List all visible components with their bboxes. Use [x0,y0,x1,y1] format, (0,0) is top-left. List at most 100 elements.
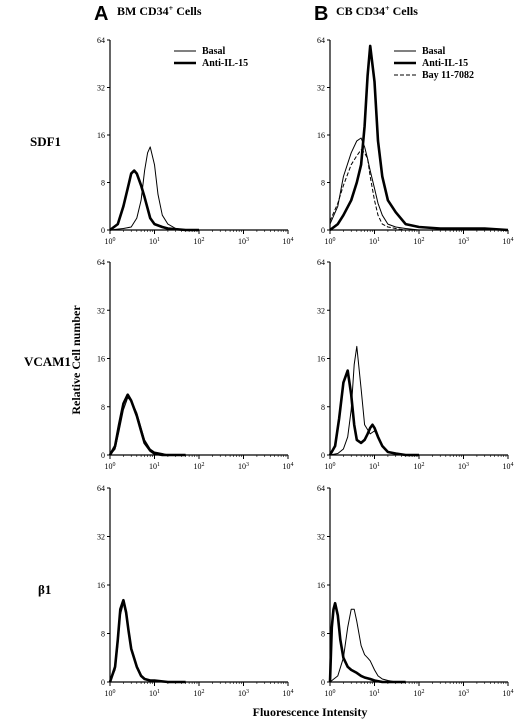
column-title-bm-sup: + [169,4,174,13]
panel-b-vcam1-xtick-label: 101 [369,462,380,471]
panel-a-1-xtick-label: 102 [194,689,205,698]
panel-a-sdf1-xtick-label: 100 [105,237,116,246]
panel-a-1-xtick-exp: 4 [291,689,294,695]
panel-a-vcam1-xtick-label: 104 [283,462,294,471]
panel-a-sdf1-xtick-base: 10 [194,237,202,246]
panel-b-1-series-anti-il-15 [328,601,406,684]
panel-b-vcam1-ytick-label: 64 [317,258,325,267]
panel-a-vcam1-series-anti-il-15 [108,393,186,457]
panel-b-sdf1-xtick-exp: 4 [511,237,514,243]
panel-a-vcam1-ytick-label: 16 [97,355,105,364]
panel-a-vcam1-xtick-exp: 1 [157,462,160,468]
panel-b-1-xtick-label: 101 [369,689,380,698]
panel-a-sdf1-ytick-label: 8 [101,179,105,188]
panel-b-sdf1-xtick-label: 102 [414,237,425,246]
panel-b-vcam1-xtick-exp: 3 [466,462,469,468]
panel-a-vcam1-ytick-label: 32 [97,306,105,315]
panel-b-sdf1-xtick-exp: 0 [333,237,336,243]
panel-a-1-ytick-label: 16 [97,581,105,590]
panel-b-1-ytick-label: 32 [317,533,325,542]
panel-a-vcam1-xtick-exp: 3 [246,462,249,468]
panel-a-sdf1-series-basal [109,146,199,231]
panel-a-sdf1-xtick-exp: 3 [246,237,249,243]
panel-b-sdf1-xtick-base: 10 [503,237,511,246]
panel-a-1-series-basal [109,602,186,683]
panel-b-sdf1-legend-label-anti-il-15: Anti-IL-15 [422,58,468,69]
panel-b-sdf1-ytick-label: 32 [317,84,325,93]
panel-b-vcam1-xtick-exp: 2 [422,462,425,468]
column-title-bm-text: BM CD34 [117,4,169,18]
panel-b-1-xtick-exp: 1 [377,689,380,695]
panel-b-sdf1-xtick-base: 10 [369,237,377,246]
panel-b-sdf1-xtick-base: 10 [325,237,333,246]
panel-b-1-xtick-exp: 3 [466,689,469,695]
panel-b-1-xtick-exp: 4 [511,689,514,695]
panel-b-sdf1-xtick-base: 10 [414,237,422,246]
panel-b-1-xtick-label: 103 [458,689,469,698]
panel-b-1-xtick-exp: 0 [333,689,336,695]
panel-a-1-xtick-base: 10 [149,689,157,698]
panel-b-1-ytick-label: 64 [317,484,325,493]
panel-b-vcam1-xtick-base: 10 [325,462,333,471]
panel-b-1-xtick-label: 102 [414,689,425,698]
panel-b-sdf1-legend-label-bay-11-7082: Bay 11-7082 [422,70,474,81]
panel-a-vcam1-xtick-base: 10 [149,462,157,471]
y-axis-title: Relative Cell number [69,305,83,415]
panel-a-1-xtick-exp: 1 [157,689,160,695]
panel-a-vcam1-xtick-exp: 0 [113,462,116,468]
panel-a-vcam1-xtick-base: 10 [194,462,202,471]
panel-b-1-xtick-base: 10 [369,689,377,698]
panel-b-sdf1-xtick-label: 100 [325,237,336,246]
panel-b-vcam1-ytick-label: 8 [321,403,325,412]
row-label-beta1: β1 [38,582,51,597]
panel-a-1-xtick-label: 101 [149,689,160,698]
panel-b-1-xtick-label: 100 [325,689,336,698]
panel-b-1-ytick-label: 16 [317,581,325,590]
panel-b-vcam1-xtick-base: 10 [414,462,422,471]
panel-a-1-xtick-exp: 2 [202,689,205,695]
panel-a-1-xtick-base: 10 [283,689,291,698]
panel-a-1-ytick-label: 0 [101,678,105,687]
panel-a-1-xtick-label: 104 [283,689,294,698]
panel-a-sdf1-ytick-label: 16 [97,131,105,140]
panel-a-1-xtick-base: 10 [194,689,202,698]
panel-a-sdf1-xtick-exp: 4 [291,237,294,243]
panel-a-sdf1-xtick-base: 10 [238,237,246,246]
panel-a-1-series-anti-il-15 [108,598,186,684]
panel-b-1-series-basal [329,608,406,683]
panel-a-1-xtick-base: 10 [105,689,113,698]
panel-b-vcam1-xtick-exp: 0 [333,462,336,468]
panel-a-sdf1-xtick-label: 102 [194,237,205,246]
panel-a-1-xtick-label: 100 [105,689,116,698]
panel-b-1-xtick-base: 10 [325,689,333,698]
panel-b-sdf1-xtick-label: 103 [458,237,469,246]
column-title-bm-suffix: Cells [173,4,202,18]
panel-a-vcam1-ytick-label: 0 [101,451,105,460]
panel-a-vcam1-xtick-label: 101 [149,462,160,471]
panel-b-1-xtick-base: 10 [414,689,422,698]
panel-a-vcam1-ytick-label: 64 [97,258,105,267]
column-title-cb: CB CD34+ Cells [336,4,418,19]
panel-a-sdf1-legend-label-anti-il-15: Anti-IL-15 [202,58,248,69]
panel-a-1-xtick-base: 10 [238,689,246,698]
panel-b-sdf1-xtick-exp: 3 [466,237,469,243]
row-label-vcam1: VCAM1 [24,354,71,369]
panel-a-vcam1-ytick-label: 8 [101,403,105,412]
panel-b-vcam1-xtick-base: 10 [503,462,511,471]
panel-b-vcam1-ytick-label: 32 [317,306,325,315]
panel-b-sdf1-ytick-label: 64 [317,36,325,45]
panel-a-vcam1-xtick-label: 100 [105,462,116,471]
panel-b-vcam1-xtick-base: 10 [458,462,466,471]
panel-a-vcam1-xtick-base: 10 [105,462,113,471]
panel-b-vcam1-xtick-exp: 1 [377,462,380,468]
panel-a-vcam1-xtick-base: 10 [238,462,246,471]
panel-b-sdf1-ytick-label: 0 [321,226,325,235]
panel-a-sdf1-xtick-exp: 0 [113,237,116,243]
